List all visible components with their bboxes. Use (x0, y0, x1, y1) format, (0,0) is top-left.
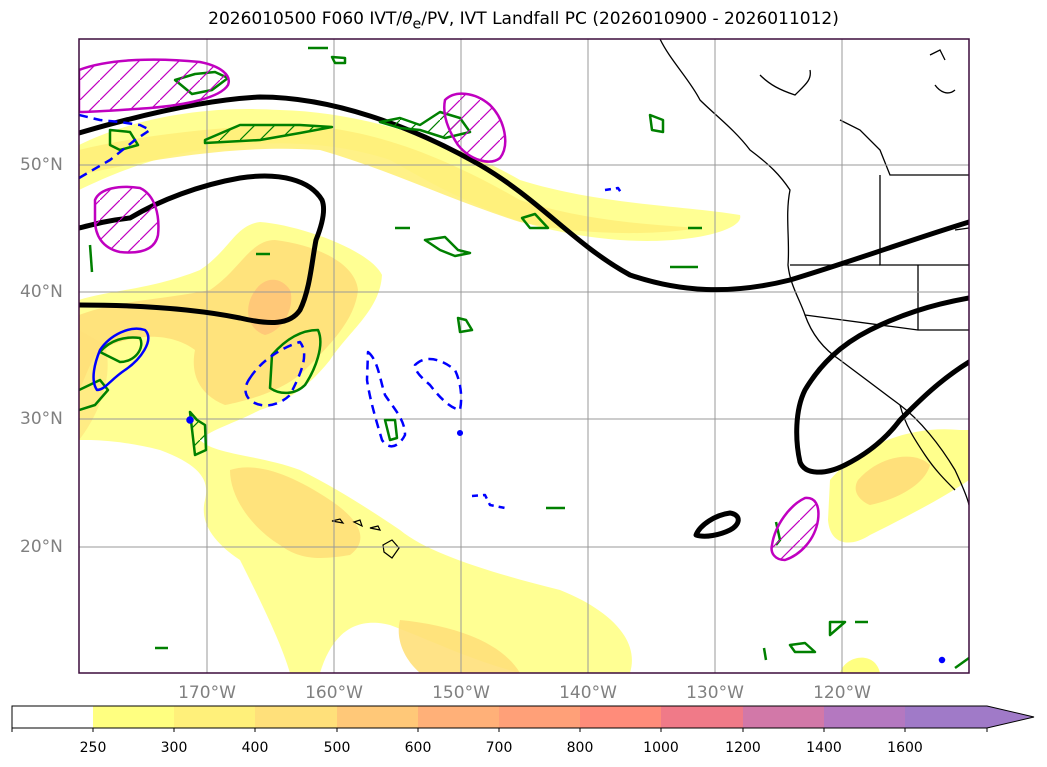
map-area (79, 39, 969, 673)
colorbar-tick-label: 250 (79, 740, 107, 756)
lat-label-20n: 20°N (20, 537, 63, 557)
colorbar-tick-label: 1000 (643, 740, 679, 756)
lon-label-150w: 150°W (432, 683, 490, 703)
lat-label-30n: 30°N (20, 409, 63, 429)
colorbar-tick-label: 500 (323, 740, 351, 756)
colorbar-tick-label: 1600 (887, 740, 923, 756)
hawaii-islands (331, 518, 400, 559)
ivt-shading (79, 109, 969, 673)
colorbar (11, 705, 1035, 732)
colorbar-tick-label: 600 (404, 740, 432, 756)
lat-label-50n: 50°N (20, 155, 63, 175)
lat-label-40n: 40°N (20, 282, 63, 302)
lon-label-120w: 120°W (813, 683, 871, 703)
map-title: 2026010500 F060 IVT/θe/PV, IVT Landfall … (208, 9, 839, 33)
colorbar-tick-label: 700 (485, 740, 513, 756)
colorbar-tick-label: 1400 (806, 740, 842, 756)
colorbar-tick-label: 1200 (725, 740, 761, 756)
colorbar-tick-label: 400 (241, 740, 269, 756)
lon-label-130w: 130°W (686, 683, 744, 703)
graticule (79, 39, 969, 673)
landfall-contours (79, 58, 820, 562)
pv-positive-contours (79, 46, 969, 670)
colorbar-tick-label: 800 (566, 740, 594, 756)
map-frame (78, 38, 970, 674)
lon-label-170w: 170°W (178, 683, 236, 703)
lon-label-160w: 160°W (305, 683, 363, 703)
pv-negative-contours (79, 113, 946, 664)
colorbar-tick-label: 300 (160, 740, 188, 756)
lon-label-140w: 140°W (559, 683, 617, 703)
